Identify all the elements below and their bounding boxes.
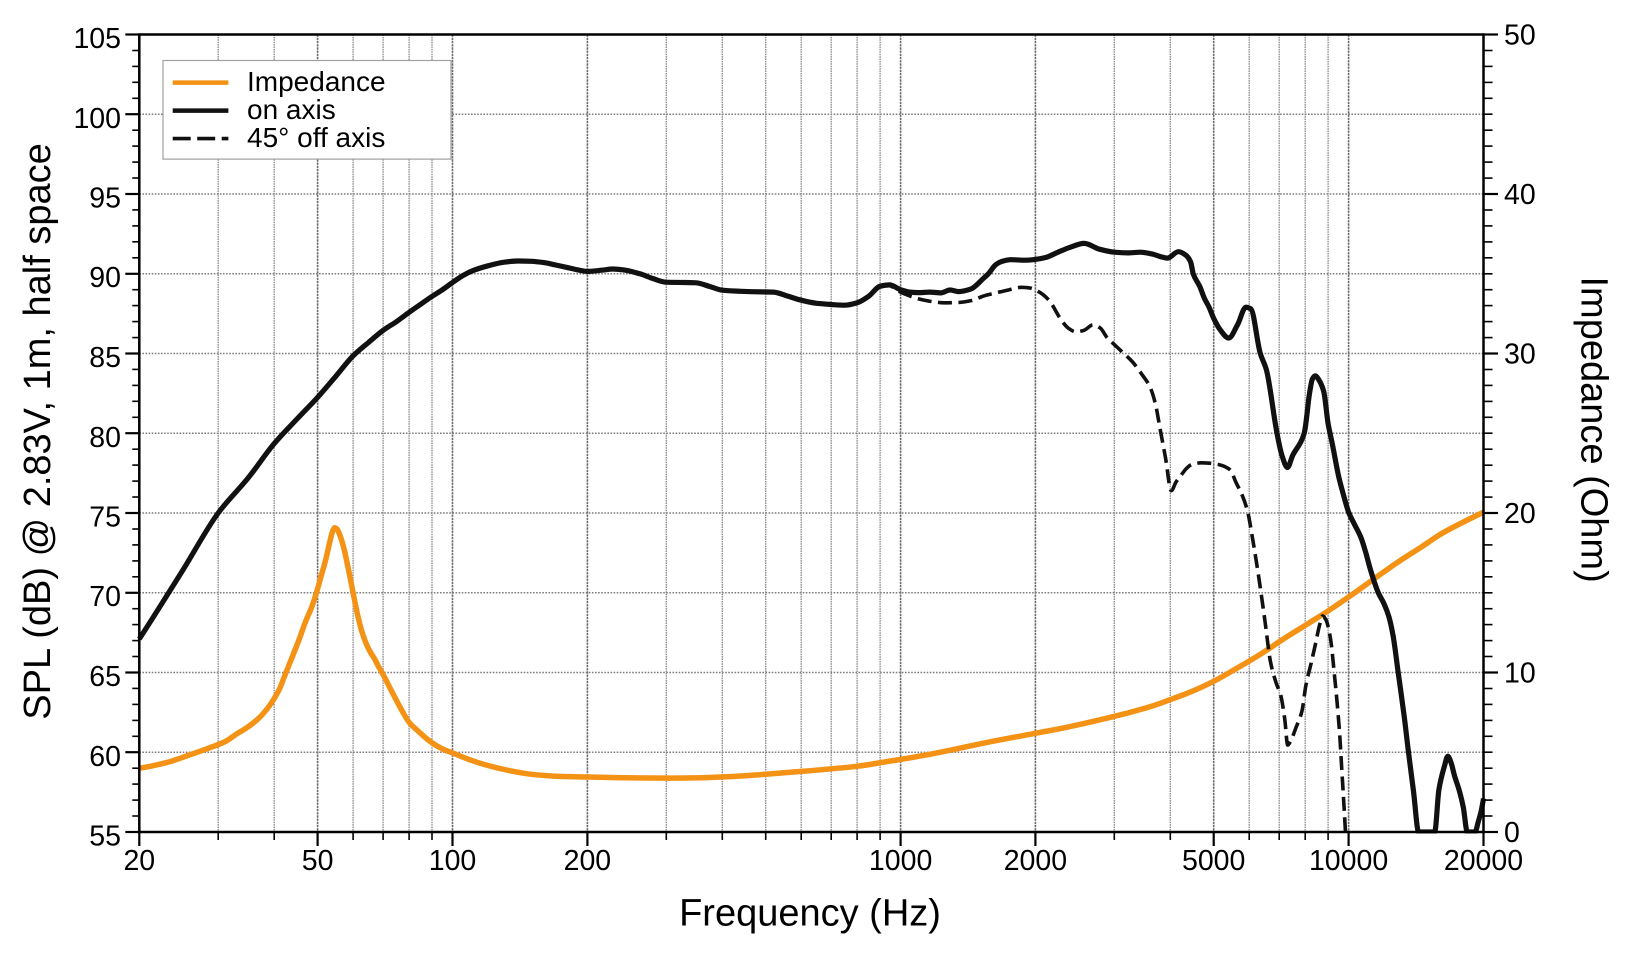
svg-text:95: 95 [89, 183, 121, 215]
svg-text:85: 85 [89, 342, 121, 374]
svg-text:SPL (dB) @ 2.83V, 1m, half spa: SPL (dB) @ 2.83V, 1m, half space [17, 143, 59, 720]
svg-text:50: 50 [302, 845, 334, 877]
svg-text:60: 60 [89, 741, 121, 773]
svg-text:1000: 1000 [869, 845, 932, 877]
svg-text:20: 20 [123, 845, 155, 877]
svg-text:5000: 5000 [1182, 845, 1245, 877]
svg-text:Impedance (Ohm): Impedance (Ohm) [1573, 276, 1615, 582]
svg-text:10000: 10000 [1309, 845, 1388, 877]
svg-text:40: 40 [1504, 179, 1536, 211]
svg-text:Impedance: Impedance [247, 66, 386, 97]
svg-text:70: 70 [89, 581, 121, 613]
svg-text:on axis: on axis [247, 94, 336, 125]
svg-text:2000: 2000 [1004, 845, 1067, 877]
svg-text:65: 65 [89, 661, 121, 693]
svg-text:55: 55 [89, 821, 121, 853]
svg-text:30: 30 [1504, 339, 1536, 371]
svg-text:20000: 20000 [1444, 845, 1523, 877]
svg-text:50: 50 [1504, 20, 1536, 52]
svg-text:0: 0 [1504, 817, 1520, 849]
svg-text:80: 80 [89, 422, 121, 454]
svg-text:100: 100 [73, 103, 121, 135]
svg-text:45° off axis: 45° off axis [247, 122, 385, 153]
svg-text:Frequency (Hz): Frequency (Hz) [679, 893, 941, 935]
svg-text:75: 75 [89, 502, 121, 534]
svg-text:20: 20 [1504, 498, 1536, 530]
svg-text:90: 90 [89, 262, 121, 294]
svg-text:105: 105 [73, 23, 121, 55]
svg-text:10: 10 [1504, 658, 1536, 690]
svg-text:200: 200 [564, 845, 612, 877]
svg-text:100: 100 [429, 845, 477, 877]
